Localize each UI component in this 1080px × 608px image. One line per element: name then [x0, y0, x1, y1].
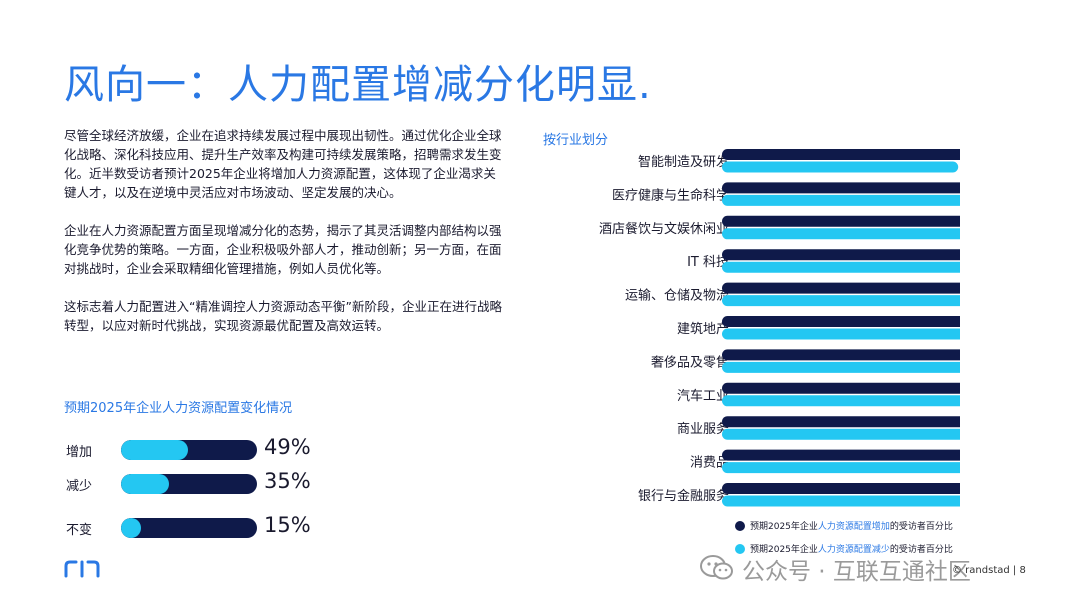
- industry-bar-increase: [722, 282, 960, 294]
- legend-decrease-dot: [735, 543, 745, 554]
- industry-category-label: 商业服务: [677, 421, 729, 437]
- industry-category-label: 建筑地产: [677, 321, 729, 337]
- industry-bar-decrease: [722, 428, 960, 440]
- summary-label: 不变: [66, 523, 93, 538]
- summary-value: 35%: [264, 469, 311, 493]
- industry-bar-increase: [722, 182, 960, 194]
- watermark-text: 公众号 · 互联互通社区: [742, 559, 971, 585]
- industry-category-label: 酒店餐饮与文娱休闲业: [599, 221, 729, 237]
- industry-bar-increase: [722, 416, 960, 428]
- industry-bar-decrease: [722, 361, 960, 373]
- legend-increase-dot: [735, 520, 745, 531]
- industry-bar-increase: [722, 449, 960, 461]
- summary-label: 减少: [66, 479, 93, 494]
- legend-increase-suffix: 的受访者百分比: [889, 522, 953, 532]
- industry-bar-decrease: [722, 462, 960, 474]
- randstad-logo-icon: [64, 560, 100, 578]
- industry-bar-decrease: [722, 161, 959, 173]
- wechat-icon: [700, 555, 733, 580]
- industry-category-label: 运输、仓储及物流: [625, 288, 729, 304]
- intro-paragraph-1: 尽管全球经济放缓，企业在追求持续发展过程中展现出韧性。通过优化企业全球化战略、深…: [64, 128, 502, 200]
- summary-value: 15%: [264, 513, 311, 537]
- industry-category-label: 智能制造及研发: [638, 154, 729, 170]
- legend-increase: 预期2025年企业人力资源配置增加的受访者百分比: [735, 519, 953, 532]
- industry-bar-decrease: [722, 295, 960, 307]
- summary-bar-track: [121, 440, 257, 460]
- summary-chart-title: 预期2025年企业人力资源配置变化情况: [64, 401, 293, 416]
- legend-decrease-prefix: 预期2025年企业: [750, 545, 818, 555]
- footer-brand: © randstad: [952, 565, 1010, 576]
- page-number: 8: [1019, 565, 1026, 576]
- legend-increase-label: 预期2025年企业人力资源配置增加的受访者百分比: [750, 522, 953, 532]
- legend-decrease: 预期2025年企业人力资源配置减少的受访者百分比: [735, 542, 953, 555]
- legend-increase-highlight: 人力资源配置增加: [817, 522, 890, 532]
- industry-bar-decrease: [722, 495, 960, 507]
- industry-bar-increase: [722, 215, 960, 227]
- intro-paragraph-2: 企业在人力资源配置方面呈现增减分化的态势，揭示了其灵活调整内部结构以强化竞争优势…: [64, 223, 502, 276]
- industry-bar-decrease: [722, 395, 960, 407]
- industry-bar-increase: [722, 249, 960, 261]
- industry-bar-increase: [722, 349, 960, 361]
- industry-bar-decrease: [722, 261, 960, 273]
- industry-bar-increase: [722, 483, 960, 494]
- industry-bar-increase: [722, 316, 960, 327]
- page-title: 风向一：人力配置增减分化明显.: [64, 62, 652, 108]
- industry-bar-decrease: [722, 228, 960, 240]
- industry-category-label: 消费品: [690, 456, 729, 471]
- footer: © randstad | 8: [952, 565, 1026, 576]
- intro-paragraph-3: 这标志着人力配置进入“精准调控人力资源动态平衡”新阶段，企业正在进行战略转型，以…: [64, 299, 502, 333]
- legend-increase-prefix: 预期2025年企业: [750, 522, 818, 532]
- industry-bar-increase: [722, 149, 960, 160]
- industry-category-label: 汽车工业: [677, 388, 729, 404]
- summary-bar-fill: [121, 474, 169, 494]
- legend-decrease-highlight: 人力资源配置减少: [817, 545, 890, 555]
- summary-bar-fill: [121, 518, 142, 538]
- industry-bar-increase: [722, 382, 960, 394]
- summary-label: 增加: [66, 445, 93, 460]
- legend-decrease-label: 预期2025年企业人力资源配置减少的受访者百分比: [750, 545, 953, 555]
- summary-bar-track: [121, 474, 257, 494]
- industry-bar-decrease: [722, 328, 960, 340]
- industry-category-label: 医疗健康与生命科学: [612, 187, 729, 203]
- industry-bar-decrease: [722, 194, 960, 206]
- legend-decrease-suffix: 的受访者百分比: [889, 545, 953, 555]
- industry-category-label: 银行与金融服务: [638, 488, 729, 504]
- industry-chart-title: 按行业划分: [543, 133, 609, 148]
- industry-category-label: 奢侈品及零售: [651, 354, 729, 370]
- industry-category-label: IT 科技: [687, 255, 729, 270]
- footer-separator: |: [1012, 565, 1020, 576]
- summary-bar-fill: [121, 440, 188, 460]
- summary-bar-track: [121, 518, 257, 538]
- industry-chart: 智能制造及研发57%29%医疗健康与生命科学51%34%酒店餐饮与文娱休闲业50…: [599, 149, 960, 507]
- summary-value: 49%: [264, 435, 311, 459]
